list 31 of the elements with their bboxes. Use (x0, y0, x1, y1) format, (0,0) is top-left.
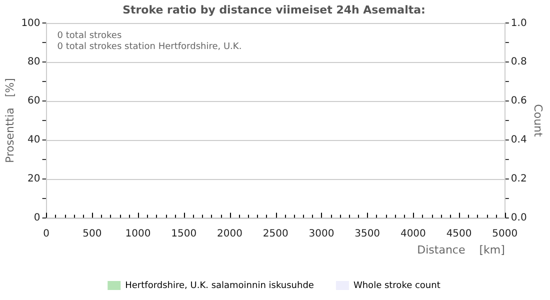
y2-tick-label: 0.0 (510, 212, 527, 224)
y-tick-label: 40 (28, 134, 40, 146)
y2-tick-label: 0.6 (510, 96, 527, 107)
y2-tick-label: 0.8 (510, 56, 527, 68)
x-tick-label: 2000 (217, 228, 242, 240)
x-tick-label: 2500 (262, 228, 288, 240)
y-tick-label: 100 (21, 18, 40, 29)
annotation: 0 total strokes station Hertfordshire, U.K. (57, 42, 242, 52)
x-tick-label: 4000 (400, 228, 426, 240)
y-axis-title: Prosenttia [%] (3, 78, 16, 163)
x-tick-label: 5000 (492, 228, 518, 240)
y-tick-label: 80 (28, 56, 40, 68)
x-tick-label: 4500 (446, 228, 472, 240)
y2-tick-label: 1.0 (510, 18, 527, 29)
y-tick-label: 60 (28, 96, 40, 107)
legend-label: Whole stroke count (353, 280, 441, 291)
annotation: 0 total strokes (57, 31, 122, 42)
y2-tick-label: 0.4 (510, 134, 527, 146)
x-tick-label: 1500 (171, 228, 197, 240)
x-axis-title: Distance [km] (417, 243, 505, 256)
x-tick-label: 0 (43, 228, 50, 240)
y-tick-label: 0 (34, 212, 40, 224)
x-tick-label: 1000 (125, 228, 151, 240)
y-tick-label: 20 (28, 173, 40, 184)
y2-axis-title: Count (532, 104, 545, 138)
chart-title: Stroke ratio by distance viimeiset 24h Asemalta: (122, 3, 426, 16)
x-tick-label: 3500 (354, 228, 380, 240)
x-tick-label: 3000 (308, 228, 334, 240)
x-tick-label: 500 (82, 228, 102, 240)
legend-label: Hertfordshire, U.K. salamoinnin iskusuhde (125, 280, 314, 291)
y2-tick-label: 0.2 (510, 173, 527, 184)
